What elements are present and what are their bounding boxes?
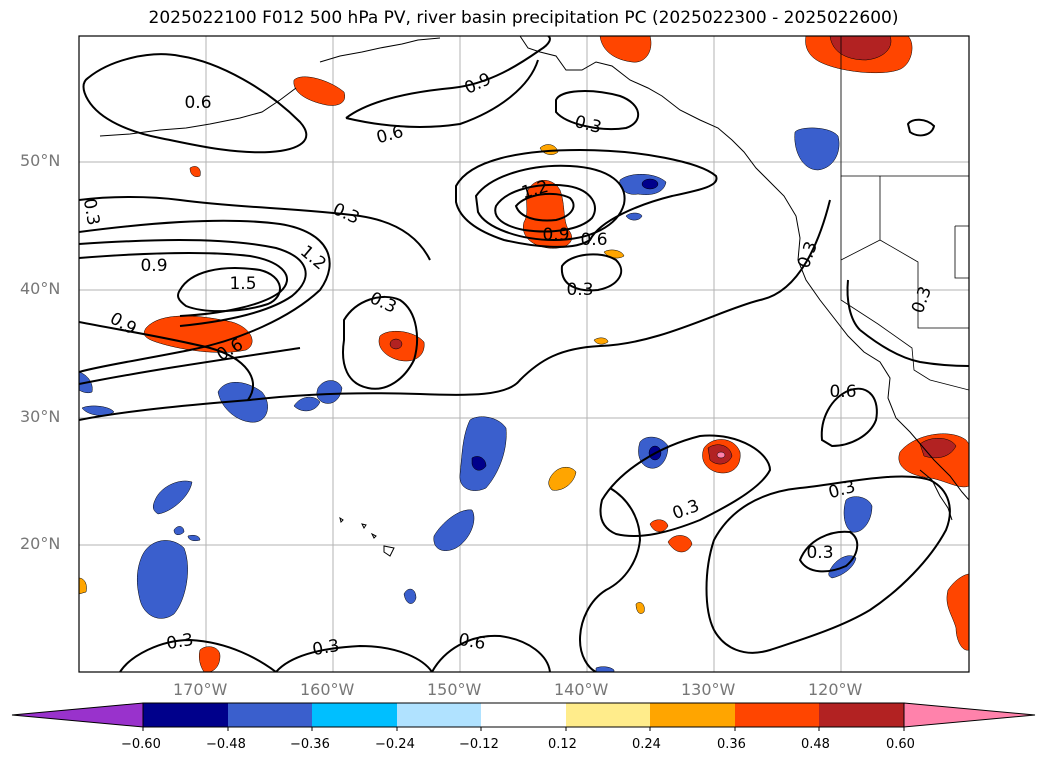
lon-label-140w: 140°W [554,680,609,699]
colorbar-segment [143,703,228,727]
colorbar-tick-label: −0.60 [121,737,161,752]
lon-label-130w: 130°W [681,680,736,699]
political-borders [840,36,969,391]
lat-label-40n: 40°N [20,279,61,298]
lat-label-20n: 20°N [20,534,61,553]
contour-label: 0.6 [829,382,856,402]
colorbar-tick-label: 0.60 [886,737,915,752]
colorbar-tick-label: −0.24 [375,737,415,752]
colorbar-segment [650,703,735,727]
contour-labels: 0.60.90.6 0.30.30.30.91.51.20.90.61.20.9 0… [79,69,936,660]
colorbar-segment [481,703,566,727]
pv-contours [79,36,969,672]
lat-label-50n: 50°N [20,151,61,170]
colorbar-tick-label: 0.12 [548,737,577,752]
figure-title: 2025022100 F012 500 hPa PV, river basin … [148,8,899,28]
colorbar-segment [819,703,904,727]
colorbar-segment [228,703,312,727]
lat-label-30n: 30°N [20,407,61,426]
map-frame [78,35,970,673]
lon-label-120w: 120°W [808,680,863,699]
colorbar-segment [397,703,481,727]
colorbar-extend-max [903,702,1036,728]
contour-label: 0.9 [140,256,167,276]
colorbar-segment [735,703,819,727]
colorbar-frame [142,702,905,728]
colorbar-segment [312,703,397,727]
colorbar-tick-label: 0.24 [632,737,661,752]
colorbar-tick-label: 0.36 [717,737,746,752]
colorbar-tick-label: 0.48 [801,737,830,752]
contour-label: 0.6 [457,630,487,654]
contour-label: 0.6 [580,230,607,250]
contour-label: 0.3 [566,280,593,300]
lon-label-160w: 160°W [300,680,355,699]
colorbar-segment [566,703,650,727]
negative-precip-patches [79,127,873,672]
lon-label-170w: 170°W [173,680,228,699]
contour-label: 0.3 [311,636,341,660]
colorbar-tick-label: −0.12 [459,737,499,752]
lon-label-150w: 150°W [427,680,482,699]
contour-label: 0.3 [165,630,195,654]
contour-label: 1.5 [229,274,256,294]
contour-label: 0.6 [184,93,211,113]
colorbar-tick-label: −0.36 [290,737,330,752]
contour-label: 0.9 [542,225,569,245]
contour-label: 0.3 [806,543,833,563]
colorbar-extend-min [11,702,144,728]
colorbar [11,702,1036,731]
contour-label: 0.3 [79,197,103,227]
colorbar-tick-label: −0.48 [206,737,246,752]
map-area [79,36,969,672]
